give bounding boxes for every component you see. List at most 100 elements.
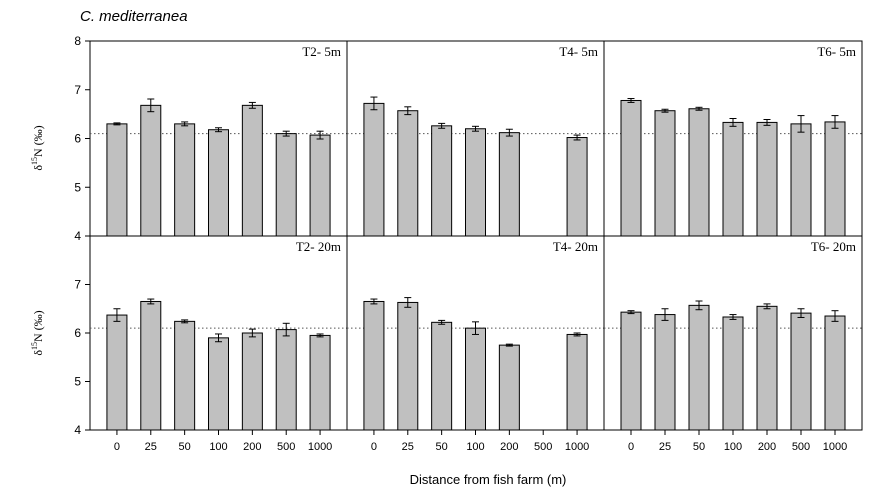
x-tick-label: 0 — [628, 441, 634, 453]
bar — [174, 123, 196, 237]
bar — [241, 104, 263, 237]
bar — [275, 133, 297, 237]
bar — [688, 304, 710, 431]
bar — [241, 332, 263, 431]
error-bar — [763, 303, 771, 310]
error-bar — [282, 130, 290, 137]
bar — [363, 102, 385, 237]
error-bar — [695, 300, 703, 311]
error-bar — [113, 122, 121, 126]
bar — [106, 123, 128, 237]
panel-title: T4- 20m — [553, 239, 598, 254]
error-bar — [797, 115, 805, 133]
error-bar — [113, 308, 121, 322]
x-tick-label: 0 — [371, 441, 377, 453]
error-bar — [248, 328, 256, 338]
x-axis: 0 25 50 100 200 500 1000 0 25 50 100 200 500 1000 0 25 5… — [114, 430, 847, 453]
panel-title: T2- 20m — [296, 239, 341, 254]
x-tick-label: 25 — [402, 441, 414, 453]
error-bar — [505, 128, 513, 137]
bar — [431, 125, 453, 237]
bar — [208, 129, 229, 237]
error-bar — [248, 101, 256, 109]
panel-title: T2- 5m — [302, 44, 341, 59]
y-tick-label: 7 — [74, 278, 81, 292]
figure-title: C. mediterranea — [80, 8, 188, 25]
y-tick-label: 7 — [74, 83, 81, 97]
panel-title: T6- 20m — [811, 239, 856, 254]
x-tick-label: 100 — [724, 441, 742, 453]
error-bar — [181, 319, 189, 324]
bar — [309, 134, 331, 237]
bar — [431, 321, 453, 431]
x-tick-label: 50 — [179, 441, 191, 453]
bar — [654, 314, 676, 431]
bar — [208, 337, 229, 431]
panel-title: T4- 5m — [559, 44, 598, 59]
x-tick-label: 50 — [436, 441, 448, 453]
y-axes: 4 5 6 7 8 4 5 6 7 — [74, 34, 90, 437]
panel-t2-5m: T2- 5m — [89, 40, 348, 237]
x-tick-label: 50 — [693, 441, 705, 453]
x-axis-label: Distance from fish farm (m) — [410, 472, 567, 487]
bar — [790, 312, 812, 431]
panel-t6-20m: T6- 20m — [603, 235, 863, 431]
x-tick-label: 500 — [277, 441, 295, 453]
bar — [309, 334, 331, 431]
error-bar — [282, 322, 290, 337]
bar — [397, 110, 419, 237]
x-tick-label: 200 — [758, 441, 776, 453]
error-bar — [147, 298, 155, 305]
bar — [465, 327, 486, 431]
bar — [756, 121, 778, 237]
bar — [756, 305, 778, 431]
error-bar — [831, 310, 839, 322]
error-bar — [573, 332, 581, 337]
bar — [722, 121, 744, 237]
error-bar — [215, 127, 222, 133]
panel-t6-5m: T6- 5m — [603, 40, 863, 237]
x-tick-label: 1000 — [565, 441, 589, 453]
y-tick-label: 6 — [74, 132, 81, 146]
error-bar — [370, 298, 378, 305]
bar — [790, 123, 812, 237]
y-axis-label-top: δ15N (‰) — [30, 125, 45, 170]
bar — [824, 121, 846, 237]
error-bar — [695, 106, 703, 111]
bar — [140, 104, 162, 237]
y-tick-label: 4 — [74, 423, 81, 437]
bar — [106, 314, 128, 431]
bar — [654, 110, 676, 237]
error-bar — [729, 314, 737, 320]
error-bar — [573, 134, 581, 141]
y-tick-label: 5 — [74, 375, 81, 389]
x-tick-label: 0 — [114, 441, 120, 453]
bar — [140, 300, 162, 431]
bar — [688, 108, 710, 237]
error-bar — [661, 308, 669, 321]
x-tick-label: 100 — [209, 441, 227, 453]
y-tick-label: 4 — [74, 229, 81, 243]
error-bar — [831, 115, 839, 129]
error-bar — [404, 297, 412, 308]
error-bar — [370, 96, 378, 111]
error-bar — [627, 98, 635, 103]
y-tick-label: 6 — [74, 326, 81, 340]
error-bar — [797, 308, 805, 318]
bar — [566, 333, 588, 431]
panel-title: T6- 5m — [817, 44, 856, 59]
error-bar — [316, 333, 324, 338]
y-tick-label: 8 — [74, 34, 81, 48]
bar — [722, 316, 744, 431]
bar — [498, 344, 520, 431]
error-bar — [316, 130, 324, 140]
bar — [566, 137, 588, 237]
error-bar — [438, 122, 446, 129]
x-tick-label: 200 — [243, 441, 261, 453]
error-bar — [661, 108, 669, 113]
x-tick-label: 500 — [792, 441, 810, 453]
y-axis-label-bottom: δ15N (‰) — [30, 310, 45, 355]
bar — [465, 128, 486, 237]
error-bar — [404, 106, 412, 116]
panel-t4-5m: T4- 5m — [346, 40, 605, 237]
